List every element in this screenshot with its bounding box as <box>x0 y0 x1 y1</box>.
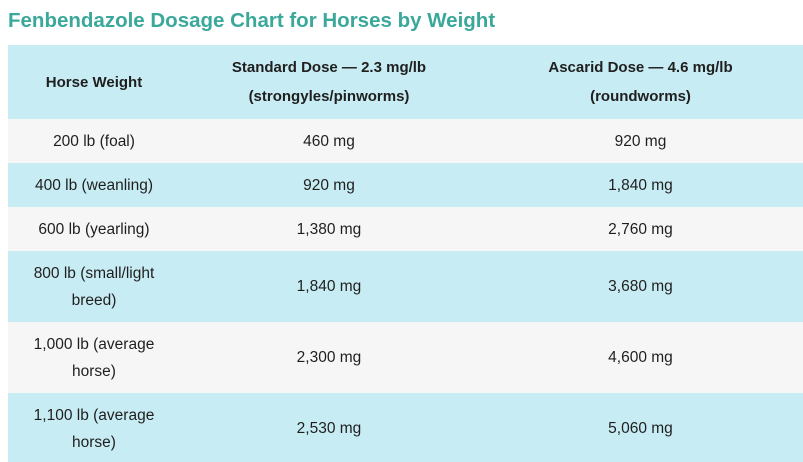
table-row: 400 lb (weanling) 920 mg 1,840 mg <box>8 163 803 207</box>
weight-value: 200 lb (foal) <box>53 132 135 150</box>
cell-weight: 1,000 lb (average horse) <box>8 322 180 393</box>
ascarid-dose-value: 4,600 mg <box>608 349 673 366</box>
ascarid-dose-value: 2,760 mg <box>608 220 673 238</box>
header-ascarid-dose-line2: (roundworms) <box>590 88 691 105</box>
cell-ascarid: 5,060 mg <box>478 393 803 462</box>
cell-weight: 1,100 lb (average horse) <box>8 393 180 462</box>
ascarid-dose-value: 1,840 mg <box>608 176 673 194</box>
weight-value: 1,100 lb (average horse) <box>33 406 155 451</box>
cell-standard: 2,300 mg <box>180 322 478 393</box>
cell-weight: 200 lb (foal) <box>8 119 180 163</box>
table-header-row: Horse Weight Standard Dose — 2.3 mg/lb (… <box>8 45 803 119</box>
cell-standard: 2,530 mg <box>180 393 478 462</box>
cell-standard: 1,380 mg <box>180 207 478 251</box>
header-standard-dose-line2: (strongyles/pinworms) <box>248 88 410 105</box>
header-horse-weight: Horse Weight <box>8 45 180 119</box>
standard-dose-value: 1,840 mg <box>296 278 362 295</box>
table-row: 1,000 lb (average horse) 2,300 mg 4,600 … <box>8 322 803 393</box>
weight-value: 600 lb (yearling) <box>38 220 150 238</box>
weight-value: 800 lb (small/light breed) <box>33 264 155 309</box>
table-row: 200 lb (foal) 460 mg 920 mg <box>8 119 803 163</box>
standard-dose-value: 920 mg <box>303 176 355 194</box>
ascarid-dose-value: 5,060 mg <box>608 420 673 437</box>
cell-standard: 920 mg <box>180 163 478 207</box>
dosage-table: Horse Weight Standard Dose — 2.3 mg/lb (… <box>8 45 803 462</box>
table-row: 1,100 lb (average horse) 2,530 mg 5,060 … <box>8 393 803 462</box>
standard-dose-value: 460 mg <box>303 132 355 150</box>
header-ascarid-dose-line1: Ascarid Dose — 4.6 mg/lb <box>548 59 733 76</box>
header-ascarid-dose: Ascarid Dose — 4.6 mg/lb (roundworms) <box>478 45 803 119</box>
cell-ascarid: 4,600 mg <box>478 322 803 393</box>
cell-ascarid: 920 mg <box>478 119 803 163</box>
table-row: 800 lb (small/light breed) 1,840 mg 3,68… <box>8 251 803 322</box>
cell-weight: 400 lb (weanling) <box>8 163 180 207</box>
page-title: Fenbendazole Dosage Chart for Horses by … <box>8 9 496 32</box>
cell-weight: 800 lb (small/light breed) <box>8 251 180 322</box>
standard-dose-value: 2,530 mg <box>296 420 362 437</box>
table-row: 600 lb (yearling) 1,380 mg 2,760 mg <box>8 207 803 251</box>
weight-value: 1,000 lb (average horse) <box>33 335 155 380</box>
cell-ascarid: 2,760 mg <box>478 207 803 251</box>
header-horse-weight-label: Horse Weight <box>45 73 143 91</box>
cell-ascarid: 3,680 mg <box>478 251 803 322</box>
header-standard-dose-line1: Standard Dose — 2.3 mg/lb <box>231 59 427 76</box>
weight-value: 400 lb (weanling) <box>34 176 154 194</box>
ascarid-dose-value: 920 mg <box>614 132 667 150</box>
cell-ascarid: 1,840 mg <box>478 163 803 207</box>
standard-dose-value: 2,300 mg <box>296 349 362 366</box>
header-standard-dose: Standard Dose — 2.3 mg/lb (strongyles/pi… <box>180 45 478 119</box>
ascarid-dose-value: 3,680 mg <box>608 278 673 295</box>
cell-standard: 1,840 mg <box>180 251 478 322</box>
cell-weight: 600 lb (yearling) <box>8 207 180 251</box>
standard-dose-value: 1,380 mg <box>296 220 362 238</box>
cell-standard: 460 mg <box>180 119 478 163</box>
